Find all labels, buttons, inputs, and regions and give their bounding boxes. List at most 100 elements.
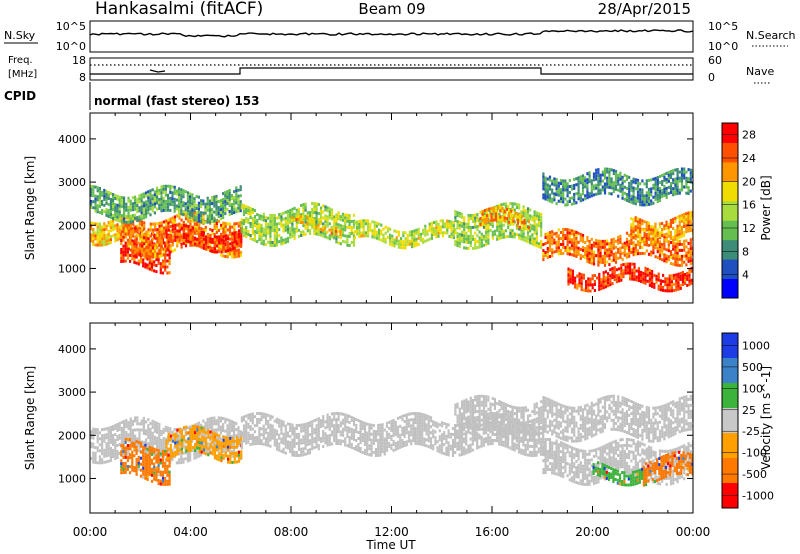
- heatmap-cell: [166, 473, 169, 477]
- heatmap-cell: [335, 237, 338, 241]
- heatmap-cell: [189, 204, 192, 208]
- heatmap-cell: [172, 433, 175, 437]
- heatmap-cell: [204, 421, 207, 425]
- heatmap-cell: [626, 262, 629, 266]
- heatmap-cell: [463, 219, 466, 223]
- heatmap-cell: [171, 436, 174, 440]
- heatmap-cell: [105, 198, 108, 202]
- heatmap-cell: [161, 247, 165, 251]
- heatmap-cell: [98, 461, 101, 465]
- heatmap-cell: [522, 235, 525, 239]
- heatmap-cell: [208, 438, 211, 442]
- heatmap-cell: [601, 245, 604, 249]
- heatmap-cell: [240, 227, 243, 231]
- heatmap-cell: [168, 482, 171, 486]
- heatmap-cell: [114, 457, 117, 460]
- heatmap-cell: [131, 257, 134, 261]
- heatmap-cell: [107, 453, 110, 457]
- heatmap-cell: [167, 237, 170, 241]
- heatmap-cell: [317, 226, 320, 230]
- heatmap-cell: [576, 283, 579, 287]
- heatmap-cell: [160, 230, 163, 234]
- heatmap-cell: [160, 227, 163, 231]
- heatmap-cell: [546, 186, 549, 190]
- heatmap-cell: [623, 179, 626, 183]
- heatmap-cell: [282, 241, 285, 245]
- heatmap-cell: [382, 239, 385, 243]
- heatmap-cell: [187, 449, 190, 453]
- heatmap-cell: [180, 209, 183, 213]
- heatmap-cell: [164, 452, 167, 456]
- heatmap-cell: [295, 223, 298, 227]
- heatmap-cell: [228, 201, 231, 204]
- heatmap-cell: [160, 185, 163, 189]
- heatmap-cell: [167, 441, 170, 445]
- heatmap-cell: [515, 227, 519, 230]
- heatmap-cell: [167, 225, 170, 229]
- heatmap-cell: [315, 211, 318, 215]
- heatmap-cell: [167, 228, 170, 232]
- heatmap-cell: [315, 202, 318, 206]
- heatmap-cell: [176, 238, 179, 242]
- heatmap-cell: [680, 248, 684, 252]
- heatmap-cell: [584, 247, 587, 250]
- heatmap-cell: [395, 230, 398, 234]
- heatmap-cell: [665, 195, 668, 199]
- heatmap-cell: [559, 243, 563, 246]
- heatmap-cell: [581, 192, 585, 196]
- heatmap-cell: [235, 236, 238, 240]
- heatmap-cell: [641, 251, 644, 255]
- heatmap-cell: [469, 241, 472, 244]
- heatmap-cell: [164, 184, 167, 188]
- heatmap-cell: [134, 213, 137, 217]
- heatmap-cell: [105, 433, 108, 437]
- heatmap-cell: [156, 231, 159, 235]
- heatmap-cell: [476, 240, 479, 244]
- heatmap-cell: [686, 277, 689, 281]
- heatmap-cell: [636, 223, 639, 227]
- heatmap-cell: [191, 193, 194, 197]
- heatmap-cell: [96, 428, 99, 432]
- heatmap-cell: [612, 190, 615, 194]
- heatmap-cell: [498, 227, 501, 231]
- heatmap-cell: [426, 238, 429, 242]
- heatmap-cell: [154, 255, 157, 259]
- heatmap-cell: [211, 452, 214, 456]
- heatmap-cell: [346, 234, 349, 238]
- heatmap-cell: [189, 228, 192, 232]
- heatmap-cell: [304, 217, 307, 221]
- nave-trace: [90, 67, 693, 75]
- heatmap-cell: [395, 236, 398, 240]
- heatmap-cell: [540, 215, 543, 219]
- heatmap-cell: [348, 214, 351, 217]
- heatmap-cell: [162, 226, 166, 230]
- heatmap-cell: [437, 225, 440, 229]
- heatmap-cell: [107, 209, 110, 212]
- heatmap-cell: [211, 422, 214, 426]
- heatmap-cell: [147, 427, 150, 431]
- heatmap-cell: [162, 241, 166, 245]
- heatmap-cell: [375, 236, 378, 240]
- heatmap-cell: [143, 239, 146, 243]
- heatmap-cell: [348, 244, 351, 247]
- heatmap-cell: [661, 231, 664, 234]
- heatmap-cell: [142, 213, 145, 217]
- heatmap-cell: [215, 200, 218, 204]
- heatmap-cell: [131, 239, 134, 243]
- heatmap-cell: [503, 210, 506, 214]
- heatmap-cell: [105, 207, 108, 211]
- heatmap-cell: [548, 234, 552, 237]
- heatmap-cell: [685, 179, 688, 183]
- heatmap-cell: [527, 226, 530, 230]
- heatmap-cell: [129, 208, 132, 212]
- heatmap-cell: [341, 212, 345, 216]
- heatmap-cell: [623, 247, 626, 251]
- heatmap-cell: [655, 274, 658, 278]
- heatmap-cell: [233, 190, 236, 194]
- heatmap-cell: [591, 286, 594, 290]
- heatmap-cell: [289, 211, 292, 215]
- heatmap-cell: [623, 250, 626, 254]
- heatmap-cell: [609, 283, 612, 287]
- heatmap-cell: [233, 222, 236, 226]
- heatmap-cell: [641, 191, 644, 195]
